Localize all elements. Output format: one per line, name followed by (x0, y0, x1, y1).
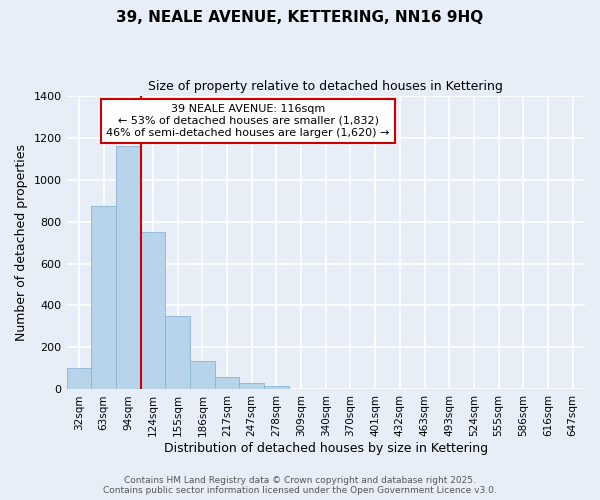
Text: Contains HM Land Registry data © Crown copyright and database right 2025.
Contai: Contains HM Land Registry data © Crown c… (103, 476, 497, 495)
Y-axis label: Number of detached properties: Number of detached properties (15, 144, 28, 341)
Bar (116, 146, 140, 390)
Text: 39 NEALE AVENUE: 116sqm
← 53% of detached houses are smaller (1,832)
46% of semi: 39 NEALE AVENUE: 116sqm ← 53% of detache… (106, 104, 389, 138)
Bar (67, 368, 91, 390)
Bar (91, 206, 116, 390)
Title: Size of property relative to detached houses in Kettering: Size of property relative to detached ho… (148, 80, 503, 93)
Bar (190, 361, 215, 390)
Bar (140, 232, 165, 390)
Bar (165, 316, 190, 390)
Bar (264, 386, 289, 390)
Text: 39, NEALE AVENUE, KETTERING, NN16 9HQ: 39, NEALE AVENUE, KETTERING, NN16 9HQ (116, 10, 484, 25)
Bar (239, 383, 264, 390)
X-axis label: Distribution of detached houses by size in Kettering: Distribution of detached houses by size … (164, 442, 488, 455)
Bar (215, 377, 239, 390)
